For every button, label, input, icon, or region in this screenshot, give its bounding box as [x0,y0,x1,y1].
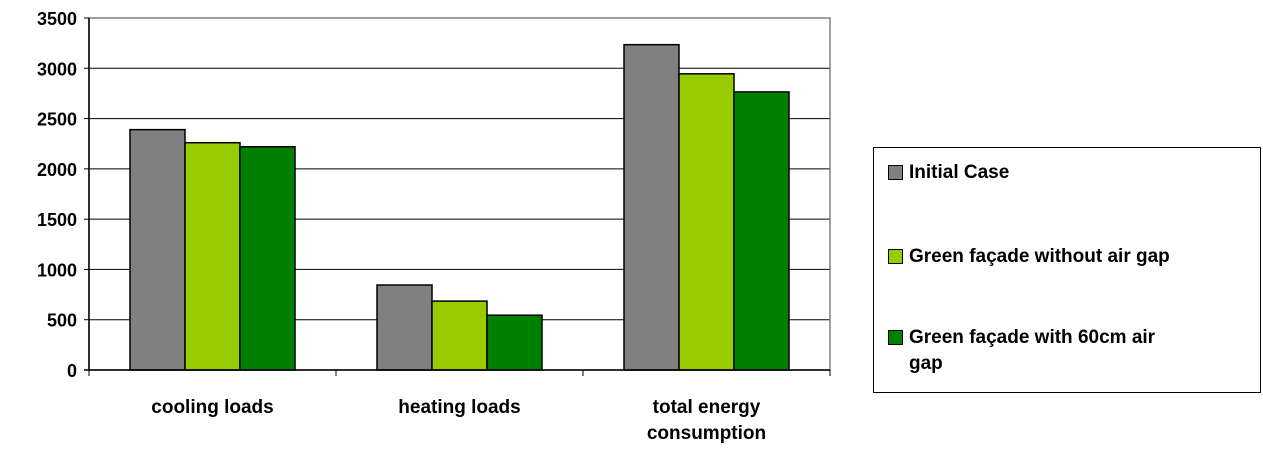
legend-swatch-with-air-gap [888,330,903,345]
bar-green-fa-ade-without-air-gap-total-energy-consumption [678,73,735,371]
y-tick-label: 1500 [37,210,77,230]
legend-swatch-initial-case [888,165,903,180]
bar-green-fa-ade-without-air-gap-heating-loads [431,300,488,371]
legend-label-without-air-gap: Green façade without air gap [909,246,1170,267]
y-tick-label: 2500 [37,110,77,130]
y-tick-label: 0 [67,361,77,381]
bars [129,43,790,371]
y-tick-label: 1000 [37,260,77,280]
bar-green-fa-ade-with-60cm-air-gap-total-energy-consumption [733,91,790,371]
legend-label-initial-case: Initial Case [909,162,1010,183]
y-tick-label: 500 [47,311,77,331]
x-tick-label-total-energy-consumption: total energy consumption [647,397,766,444]
y-tick-label: 2000 [37,160,77,180]
bar-initial-case-cooling-loads [129,128,186,371]
bar-green-fa-ade-with-60cm-air-gap-heating-loads [486,314,543,371]
bar-green-fa-ade-with-60cm-air-gap-cooling-loads [239,145,296,371]
legend-label-with-air-gap: Green façade with 60cm air gap [909,327,1156,374]
bar-green-fa-ade-without-air-gap-cooling-loads [184,141,241,371]
x-tick-labels: cooling loads heating loads total energy co… [151,397,766,444]
legend: Initial Case Green façade without air ga… [873,147,1261,393]
bar-initial-case-heating-loads [376,284,433,371]
axes [84,17,831,376]
y-tick-label: 3000 [37,59,77,79]
bar-initial-case-total-energy-consumption [623,43,680,371]
x-tick-label-heating-loads: heating loads [398,397,520,418]
y-tick-labels: 0 500 1000 1500 2000 2500 3000 3500 [37,9,77,381]
legend-entry-without-air-gap: Green façade without air gap [888,244,1249,270]
x-tick-label-cooling-loads: cooling loads [151,397,273,418]
legend-swatch-without-air-gap [888,249,903,264]
legend-entry-initial-case: Initial Case [888,160,1249,186]
legend-entry-with-air-gap: Green façade with 60cm air gap [888,325,1249,377]
y-tick-label: 3500 [37,9,77,29]
